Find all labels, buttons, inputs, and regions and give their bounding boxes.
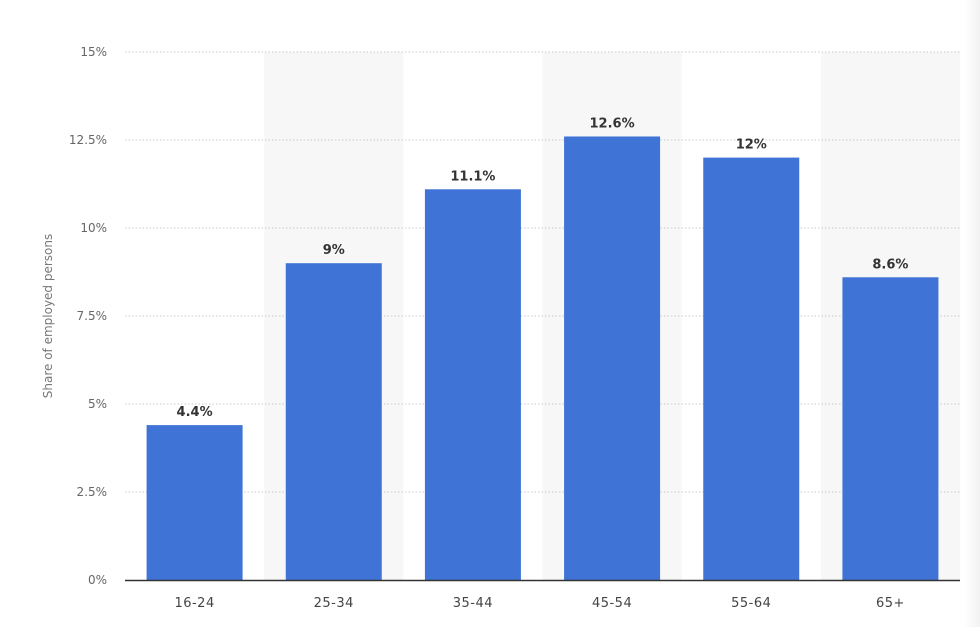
gridlines	[125, 51, 960, 493]
y-tick-label: 7.5%	[77, 309, 108, 323]
x-tick-label: 45-54	[592, 596, 632, 611]
y-tick-label: 0%	[88, 573, 107, 587]
data-label: 12%	[736, 138, 767, 153]
bar[interactable]	[424, 189, 521, 580]
data-label: 11.1%	[450, 169, 495, 184]
data-labels: 4.4% 9% 11.1% 12.6% 12% 8.6%	[177, 116, 909, 420]
data-label: 12.6%	[590, 116, 635, 131]
y-axis-title: Share of employed persons	[41, 234, 55, 399]
x-tick-label: 55-64	[731, 596, 771, 611]
bar[interactable]	[146, 425, 243, 580]
x-axis-ticks: 16-24 25-34 35-44 45-54 55-64 65+	[174, 596, 904, 611]
right-edge-shadow	[964, 0, 980, 627]
x-tick-label: 16-24	[174, 596, 214, 611]
data-label: 4.4%	[177, 405, 213, 420]
y-tick-label: 2.5%	[77, 485, 108, 499]
data-label: 9%	[323, 243, 345, 258]
bar[interactable]	[703, 157, 800, 580]
y-tick-label: 15%	[80, 45, 107, 59]
x-tick-label: 35-44	[453, 596, 493, 611]
bars	[146, 136, 939, 581]
data-label: 8.6%	[872, 257, 908, 272]
bar[interactable]	[842, 277, 939, 580]
x-tick-label: 25-34	[314, 596, 354, 611]
x-tick-label: 65+	[876, 596, 905, 611]
y-axis-ticks: 0% 2.5% 5% 7.5% 10% 12.5% 15%	[69, 45, 107, 587]
bar[interactable]	[285, 263, 382, 580]
y-tick-label: 12.5%	[69, 133, 107, 147]
y-tick-label: 10%	[80, 221, 107, 235]
bar[interactable]	[564, 136, 661, 581]
y-tick-label: 5%	[88, 397, 107, 411]
